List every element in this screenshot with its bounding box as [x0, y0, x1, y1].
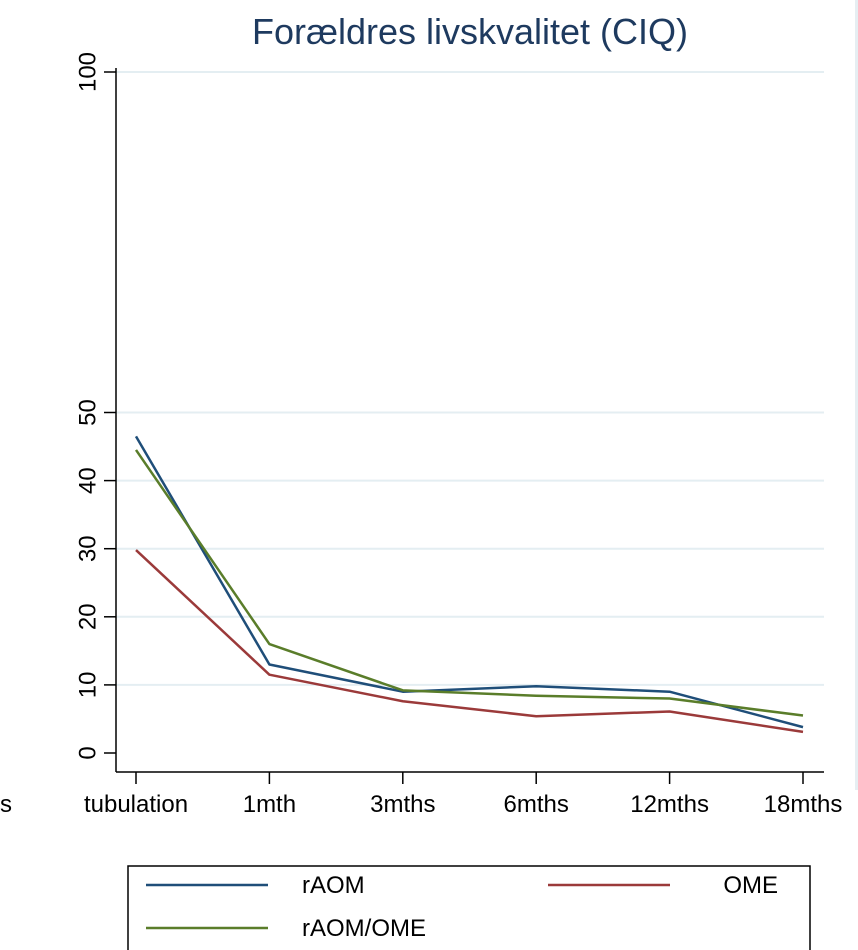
x-tick-label: tubulation	[84, 791, 188, 818]
series-line	[135, 549, 804, 734]
series-line	[134, 449, 804, 717]
x-tick-label: s	[0, 791, 12, 818]
series	[134, 435, 804, 734]
y-ticks: 0 10 20 30 40 50 100	[75, 52, 116, 760]
legend: rAOM OME rAOM/OME	[127, 865, 811, 950]
x-tick-label: 6mths	[504, 791, 569, 818]
legend-label: rAOM	[302, 872, 365, 899]
y-tick-label: 0	[75, 746, 102, 759]
grid	[116, 71, 824, 686]
y-tick-label: 20	[75, 603, 102, 630]
legend-box	[127, 865, 811, 950]
y-tick-label: 100	[75, 52, 102, 92]
axes	[115, 68, 824, 773]
x-tick-label: 3mths	[370, 791, 435, 818]
y-tick-label: 30	[75, 535, 102, 562]
legend-label: OME	[723, 872, 778, 899]
right-border	[855, 0, 858, 790]
x-tick-label: 18mths	[764, 791, 843, 818]
x-tick-label: 1mth	[243, 791, 296, 818]
legend-label: rAOM/OME	[302, 915, 426, 942]
y-tick-label: 40	[75, 467, 102, 494]
series-line	[134, 435, 804, 729]
y-tick-label: 10	[75, 672, 102, 699]
x-ticks: tubulation 1mth 3mths 6mths 12mths 18mths s	[0, 772, 842, 818]
y-tick-label: 50	[75, 399, 102, 426]
x-tick-label: 12mths	[630, 791, 709, 818]
chart-title: Forældres livskvalitet (CIQ)	[252, 11, 688, 52]
